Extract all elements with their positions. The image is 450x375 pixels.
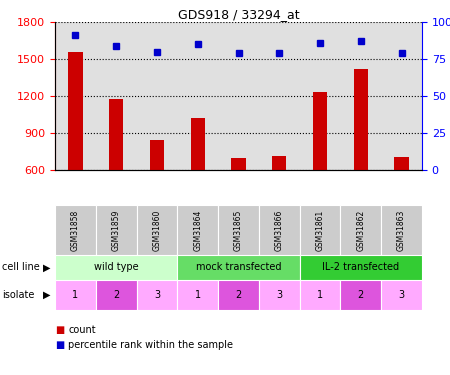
Text: 2: 2	[235, 290, 242, 300]
Text: percentile rank within the sample: percentile rank within the sample	[68, 340, 234, 350]
Bar	[136, 205, 177, 255]
Text: ▶: ▶	[43, 262, 50, 273]
Text: GSM31864: GSM31864	[193, 209, 202, 251]
Text: wild type: wild type	[94, 262, 139, 273]
Bar	[55, 205, 96, 255]
Bar	[109, 99, 123, 244]
Bar	[259, 205, 300, 255]
Text: ■: ■	[55, 325, 64, 335]
Text: cell line: cell line	[2, 262, 40, 273]
Text: ▶: ▶	[43, 290, 50, 300]
Text: mock transfected: mock transfected	[196, 262, 281, 273]
Text: count: count	[68, 325, 96, 335]
Text: IL-2 transfected: IL-2 transfected	[322, 262, 400, 273]
Text: 3: 3	[399, 290, 405, 300]
Bar	[300, 280, 341, 310]
Text: 1: 1	[195, 290, 201, 300]
Bar	[354, 69, 368, 244]
Bar	[272, 156, 286, 244]
Text: 3: 3	[276, 290, 282, 300]
Text: 1: 1	[72, 290, 78, 300]
Bar	[300, 205, 341, 255]
Bar	[96, 205, 136, 255]
Bar	[218, 205, 259, 255]
Bar	[381, 280, 422, 310]
Text: GSM31861: GSM31861	[315, 209, 324, 251]
Bar	[341, 205, 381, 255]
Bar	[136, 280, 177, 310]
Text: GSM31860: GSM31860	[153, 209, 162, 251]
Text: 2: 2	[113, 290, 119, 300]
Text: GSM31866: GSM31866	[275, 209, 284, 251]
Text: GSM31859: GSM31859	[112, 209, 121, 251]
Bar	[55, 280, 96, 310]
Text: GSM31862: GSM31862	[356, 209, 365, 251]
Bar	[395, 157, 409, 244]
Text: GSM31863: GSM31863	[397, 209, 406, 251]
Bar	[177, 205, 218, 255]
Text: isolate: isolate	[2, 290, 35, 300]
Text: GSM31858: GSM31858	[71, 209, 80, 251]
Bar	[55, 255, 177, 280]
Bar	[218, 280, 259, 310]
Bar	[177, 255, 300, 280]
Bar	[341, 280, 381, 310]
Bar	[231, 158, 246, 244]
Text: 2: 2	[358, 290, 364, 300]
Bar	[150, 140, 164, 244]
Bar	[300, 255, 422, 280]
Bar	[191, 118, 205, 244]
Bar	[68, 52, 82, 244]
Text: 3: 3	[154, 290, 160, 300]
Bar	[381, 205, 422, 255]
Text: 1: 1	[317, 290, 323, 300]
Title: GDS918 / 33294_at: GDS918 / 33294_at	[178, 8, 299, 21]
Bar	[96, 280, 136, 310]
Bar	[177, 280, 218, 310]
Bar	[259, 280, 300, 310]
Bar	[313, 92, 327, 244]
Text: GSM31865: GSM31865	[234, 209, 243, 251]
Text: ■: ■	[55, 340, 64, 350]
